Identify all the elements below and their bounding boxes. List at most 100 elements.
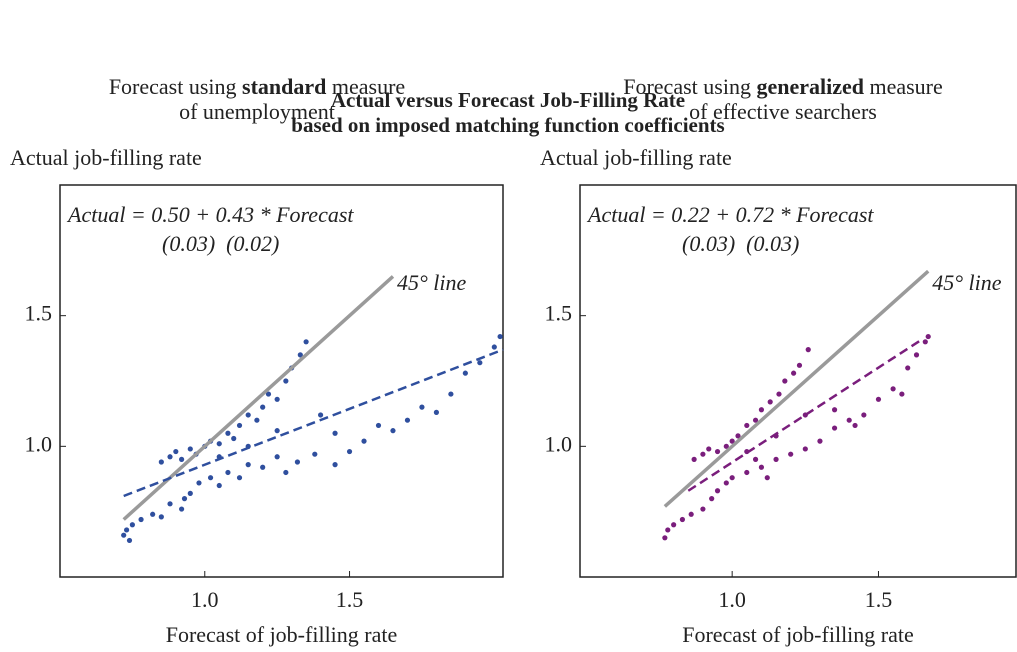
point: [167, 454, 173, 460]
point: [332, 462, 338, 468]
point: [126, 537, 133, 544]
point: [231, 435, 237, 442]
point: [671, 522, 677, 528]
point: [773, 456, 779, 462]
y-tick-label: 1.5: [25, 301, 53, 326]
point: [187, 490, 193, 496]
point: [216, 482, 222, 489]
point: [390, 428, 396, 434]
point: [173, 448, 179, 455]
point: [788, 451, 794, 457]
title: based on imposed matching function coeff…: [291, 113, 724, 137]
point: [274, 454, 280, 460]
point: [317, 412, 324, 418]
title: Actual versus Forecast Job-Filling Rate: [331, 88, 685, 112]
point: [404, 417, 411, 423]
x-tick-label: 1.5: [336, 587, 364, 612]
point: [905, 365, 911, 371]
point: [805, 347, 811, 353]
point: [138, 516, 144, 523]
point: [861, 412, 867, 418]
point: [752, 417, 759, 423]
y-axis-label: Actual job-filling rate: [10, 145, 202, 170]
point: [303, 339, 309, 345]
plot-frame: [579, 184, 1017, 578]
point: [700, 506, 706, 512]
point: [796, 362, 803, 368]
plot-frame: [59, 184, 504, 578]
subtitle-part: Forecast using: [623, 74, 756, 99]
point: [723, 443, 729, 449]
point: [852, 422, 858, 429]
x-axis-label: Forecast of job-filling rate: [166, 622, 398, 647]
subtitle-part: standard: [242, 74, 326, 99]
point: [294, 459, 301, 465]
point: [729, 475, 735, 481]
point: [662, 535, 668, 541]
point: [802, 446, 808, 452]
point: [419, 404, 425, 410]
std-errors: (0.03) (0.03): [682, 231, 799, 256]
point: [758, 464, 765, 470]
point: [346, 448, 353, 455]
point: [691, 456, 697, 462]
y-tick-label: 1.0: [545, 431, 573, 456]
reference-line: [122, 275, 395, 521]
point: [764, 475, 770, 481]
point: [283, 378, 289, 384]
subtitle-part: measure: [326, 74, 405, 99]
x-axis-label: Forecast of job-filling rate: [682, 622, 914, 647]
std-errors: (0.03) (0.02): [162, 231, 279, 256]
point: [665, 527, 671, 533]
point: [225, 469, 231, 476]
point: [913, 352, 920, 358]
x-tick-label: 1.0: [191, 587, 219, 612]
point: [245, 462, 251, 468]
equation: Actual = 0.22 + 0.72 * Forecast: [586, 202, 874, 227]
point: [491, 344, 497, 350]
point: [875, 396, 882, 402]
y-tick-label: 1.5: [545, 301, 573, 326]
point: [236, 475, 243, 481]
point: [744, 469, 750, 476]
point: [332, 430, 338, 436]
point: [758, 407, 765, 413]
point: [361, 438, 367, 444]
point: [706, 446, 712, 452]
equation: Actual = 0.50 + 0.43 * Forecast: [66, 202, 354, 227]
point: [274, 428, 280, 434]
point: [225, 430, 231, 436]
point: [254, 417, 260, 423]
point: [462, 370, 468, 376]
point: [729, 438, 735, 444]
point: [297, 352, 303, 358]
point: [181, 496, 188, 502]
fit-line: [687, 338, 924, 492]
point: [158, 459, 164, 465]
point: [260, 464, 266, 470]
subtitle: Forecast using standard measure: [109, 74, 405, 99]
reference-line-label: 45° line: [932, 270, 1002, 295]
subtitle-part: generalized: [756, 74, 864, 99]
point: [274, 396, 280, 402]
point: [723, 480, 729, 486]
point: [744, 422, 750, 429]
point: [196, 480, 202, 486]
x-tick-label: 1.0: [718, 587, 746, 612]
point: [776, 391, 782, 397]
subtitle: of effective searchers: [689, 99, 877, 124]
point: [890, 386, 896, 392]
point: [207, 475, 214, 481]
point: [714, 488, 721, 494]
point: [767, 399, 773, 405]
point: [497, 333, 503, 340]
point: [477, 360, 483, 366]
subtitle: of unemployment: [179, 99, 335, 124]
point: [236, 422, 243, 429]
point: [752, 456, 759, 462]
reference-line-label: 45° line: [397, 270, 467, 295]
point: [167, 501, 173, 507]
point: [831, 425, 838, 431]
point: [375, 422, 382, 429]
